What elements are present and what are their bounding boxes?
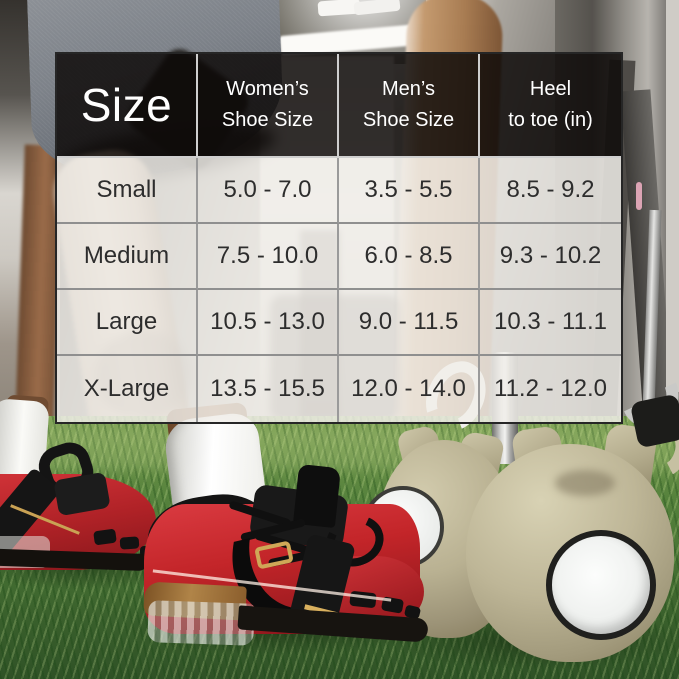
header-cell-size: Size	[57, 54, 198, 158]
black-equipment-base	[629, 393, 679, 449]
row-large-heel-to-toe: 10.3 - 11.1	[480, 290, 621, 356]
row-small-mens: 3.5 - 5.5	[339, 158, 480, 224]
row-large-size-label: Large	[57, 290, 198, 356]
kettlebell-right-cap	[546, 530, 656, 640]
header-cell-mens-shoe-size: Men’s Shoe Size	[339, 54, 480, 158]
gym-wall-highlight	[666, 0, 679, 392]
row-xlarge-size-label: X-Large	[57, 356, 198, 422]
row-medium-mens: 6.0 - 8.5	[339, 224, 480, 290]
header-cell-heel-to-toe: Heel to toe (in)	[480, 54, 621, 158]
row-small-size-label: Small	[57, 158, 198, 224]
header-cell-womens-shoe-size: Women’s Shoe Size	[198, 54, 339, 158]
row-large-womens: 10.5 - 13.0	[198, 290, 339, 356]
row-xlarge-mens: 12.0 - 14.0	[339, 356, 480, 422]
row-medium-heel-to-toe: 9.3 - 10.2	[480, 224, 621, 290]
shoe-swoosh-logo	[232, 538, 324, 621]
row-medium-womens: 7.5 - 10.0	[198, 224, 339, 290]
row-medium-size-label: Medium	[57, 224, 198, 290]
weight-stack-pin	[636, 182, 642, 210]
shoe-toe-slot	[119, 536, 140, 550]
row-xlarge-heel-to-toe: 11.2 - 12.0	[480, 356, 621, 422]
size-chart-table: Size Women’s Shoe Size Men’s Shoe Size H…	[55, 52, 623, 424]
row-small-heel-to-toe: 8.5 - 9.2	[480, 158, 621, 224]
row-small-womens: 5.0 - 7.0	[198, 158, 339, 224]
row-xlarge-womens: 13.5 - 15.5	[198, 356, 339, 422]
kettlebell-crease-shadow	[555, 470, 615, 496]
row-large-mens: 9.0 - 11.5	[339, 290, 480, 356]
